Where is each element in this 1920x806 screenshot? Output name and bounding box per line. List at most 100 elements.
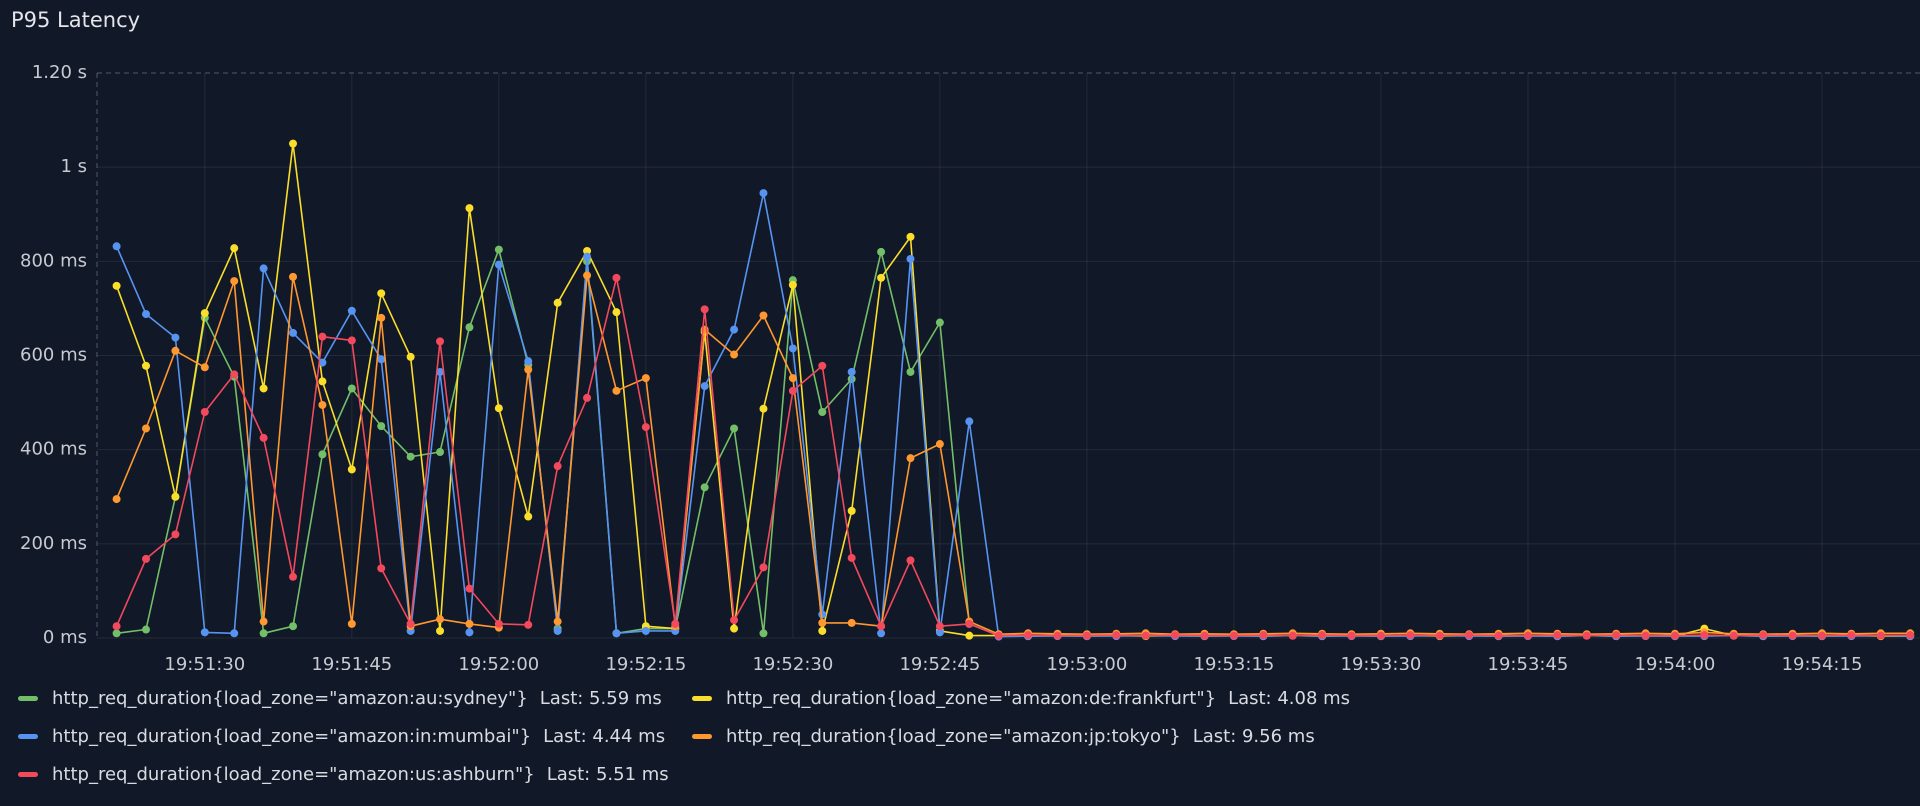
data-point <box>965 631 974 640</box>
legend-swatch <box>692 733 712 739</box>
legend-label: http_req_duration{load_zone="amazon:jp:t… <box>726 725 1181 747</box>
data-point <box>759 189 768 198</box>
data-point <box>1494 631 1503 640</box>
data-point <box>965 417 974 426</box>
data-point <box>112 629 121 638</box>
data-point <box>788 280 797 289</box>
data-point <box>230 629 239 638</box>
data-point <box>1553 631 1562 640</box>
data-point <box>465 204 474 213</box>
data-point <box>318 332 327 341</box>
data-point <box>289 622 298 631</box>
series-line <box>115 277 1911 637</box>
x-tick-label: 19:53:30 <box>1341 654 1422 670</box>
x-tick-label: 19:52:15 <box>605 654 686 670</box>
data-point <box>759 563 768 572</box>
data-point <box>553 617 562 626</box>
y-tick-label: 800 ms <box>20 250 87 271</box>
data-point <box>1612 631 1621 640</box>
y-tick-label: 1.20 s <box>32 62 87 83</box>
data-point <box>524 357 533 366</box>
data-point <box>818 626 827 635</box>
data-point <box>289 272 298 281</box>
data-point <box>847 375 856 384</box>
legend-item[interactable]: http_req_duration{load_zone="amazon:us:a… <box>18 762 692 786</box>
data-point <box>877 622 886 631</box>
data-point <box>641 423 650 432</box>
data-point <box>318 400 327 409</box>
series <box>112 271 1915 639</box>
data-point <box>788 374 797 383</box>
data-point <box>347 619 356 628</box>
data-point <box>406 352 415 361</box>
legend-swatch <box>18 695 38 701</box>
data-point <box>730 350 739 359</box>
data-point <box>289 328 298 337</box>
data-point <box>1465 631 1474 640</box>
legend-item[interactable]: http_req_duration{load_zone="amazon:in:m… <box>18 724 692 748</box>
data-point <box>1288 631 1297 640</box>
data-point <box>1876 631 1885 640</box>
legend-item[interactable]: http_req_duration{load_zone="amazon:au:s… <box>18 686 692 710</box>
x-tick-label: 19:53:00 <box>1046 654 1127 670</box>
x-tick-label: 19:54:15 <box>1782 654 1863 670</box>
data-point <box>847 553 856 562</box>
data-point <box>583 246 592 255</box>
x-tick-label: 19:54:00 <box>1635 654 1716 670</box>
data-point <box>788 386 797 395</box>
data-point <box>436 626 445 635</box>
data-point <box>553 298 562 307</box>
data-point <box>1817 631 1826 640</box>
legend-last-value: Last: 4.44 ms <box>543 725 666 747</box>
legend-swatch <box>18 733 38 739</box>
legend-last-value: Last: 5.51 ms <box>546 763 669 785</box>
y-tick-label: 600 ms <box>20 345 87 366</box>
series <box>112 273 1915 640</box>
data-point <box>142 310 151 319</box>
y-tick-label: 0 ms <box>43 627 87 648</box>
data-point <box>935 440 944 449</box>
legend-label: http_req_duration{load_zone="amazon:de:f… <box>726 687 1217 709</box>
legend-label: http_req_duration{load_zone="amazon:in:m… <box>52 725 532 747</box>
legend-item[interactable]: http_req_duration{load_zone="amazon:de:f… <box>692 686 1350 710</box>
series-line <box>115 192 1911 638</box>
legend-swatch <box>18 771 38 777</box>
data-point <box>730 325 739 334</box>
legend-item[interactable]: http_req_duration{load_zone="amazon:jp:t… <box>692 724 1350 748</box>
data-point <box>641 626 650 635</box>
data-point <box>965 619 974 628</box>
data-point <box>465 619 474 628</box>
data-point <box>818 618 827 627</box>
data-point <box>730 424 739 433</box>
data-point <box>1847 631 1856 640</box>
data-point <box>347 465 356 474</box>
data-point <box>200 408 209 416</box>
data-point <box>730 624 739 633</box>
data-point <box>612 273 621 282</box>
data-point <box>583 252 592 261</box>
data-point <box>436 367 445 376</box>
data-point <box>112 622 121 631</box>
data-point <box>200 309 209 318</box>
data-point <box>524 512 533 521</box>
data-point <box>171 530 180 539</box>
data-point <box>1759 631 1768 640</box>
legend-last-value: Last: 9.56 ms <box>1192 725 1315 747</box>
data-point <box>259 629 268 638</box>
series <box>112 245 1915 640</box>
series-line <box>115 274 1911 635</box>
data-point <box>1141 631 1150 640</box>
data-point <box>524 620 533 629</box>
data-point <box>700 483 709 492</box>
legend: http_req_duration{load_zone="amazon:au:s… <box>18 686 1350 786</box>
data-point <box>935 318 944 327</box>
data-point <box>1729 631 1738 640</box>
data-point <box>583 393 592 402</box>
data-point <box>230 370 239 379</box>
chart: 0 ms 200 ms 400 ms 600 ms 800 ms 1 s 1.20 s 19:… <box>20 62 1920 670</box>
data-point <box>1376 631 1385 640</box>
y-tick-label: 200 ms <box>20 533 87 554</box>
y-tick-label: 1 s <box>60 156 87 177</box>
data-point <box>436 448 445 457</box>
